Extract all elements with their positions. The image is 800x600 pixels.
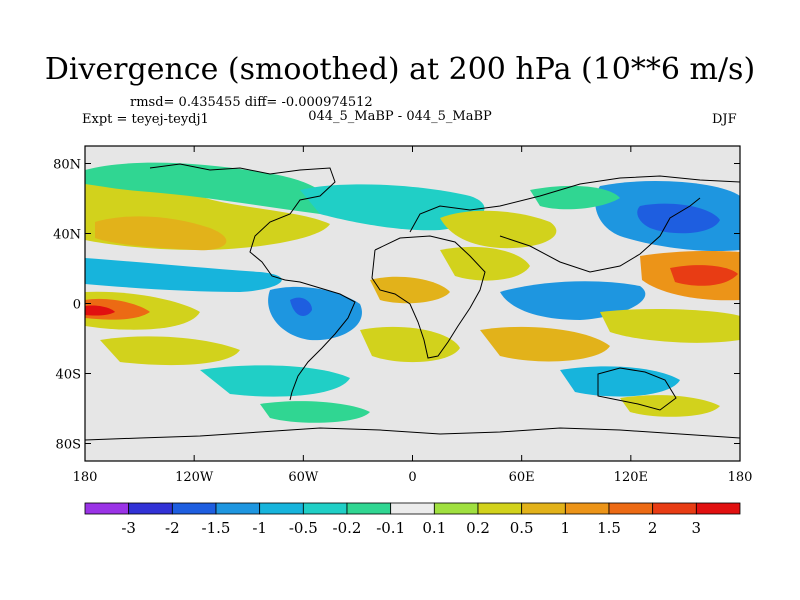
x-tick-label: 180 xyxy=(73,470,98,485)
x-tick-label: 60W xyxy=(288,470,319,485)
colorbar-swatch xyxy=(564,502,610,515)
chart-title: Divergence (smoothed) at 200 hPa (10**6 … xyxy=(44,52,756,87)
coastline-north-america xyxy=(149,163,336,281)
colorbar-swatch xyxy=(84,502,130,515)
contour-sh-yellow-west xyxy=(100,336,240,366)
colorbar-label: 3 xyxy=(692,519,702,537)
coastline-antarctica xyxy=(85,427,740,441)
colorbar-label: 0.5 xyxy=(510,519,534,537)
coastline-africa xyxy=(371,235,486,359)
contour-sh-cyan xyxy=(200,365,350,397)
x-tick-label: 180 xyxy=(728,470,753,485)
x-tick-label: 0 xyxy=(408,470,416,485)
colorbar-label: -2 xyxy=(165,519,180,537)
colorbar-swatch xyxy=(128,502,173,515)
colorbar-swatch xyxy=(521,502,566,515)
contour-samerica-darkblue xyxy=(290,297,312,316)
contour-spacific-yellow xyxy=(620,395,720,417)
y-tick-label: 80N xyxy=(53,158,81,173)
contour-nh-orange xyxy=(95,216,227,251)
colorbar-label: -3 xyxy=(121,519,136,537)
contour-nh-green xyxy=(85,162,328,214)
y-tick-label: 40N xyxy=(53,228,81,243)
colorbar-swatch xyxy=(390,502,435,515)
x-tick-label: 120E xyxy=(614,470,648,485)
colorbar-swatch xyxy=(608,502,654,515)
contour-satlantic-yellow xyxy=(360,326,460,363)
coastline-australia xyxy=(597,367,677,411)
colorbar-swatch xyxy=(302,502,348,515)
contour-indian-blue xyxy=(500,281,646,320)
colorbar-swatch xyxy=(433,502,479,515)
contour-asia-darkblue xyxy=(637,203,720,234)
colorbar-label: 0.2 xyxy=(466,519,490,537)
y-tick-label: 0 xyxy=(73,298,81,313)
rmsd-stats: rmsd= 0.435455 diff= -0.000974512 xyxy=(130,95,373,110)
contour-europe-yellow xyxy=(440,210,557,249)
colorbar-label: 2 xyxy=(648,519,658,537)
coastlines xyxy=(85,163,740,441)
colorbar-label: -0.2 xyxy=(333,519,362,537)
colorbar-swatch xyxy=(346,502,392,515)
season-label: DJF xyxy=(712,112,737,127)
colorbar-label: 1 xyxy=(561,519,571,537)
colorbar-swatch xyxy=(652,502,697,515)
y-tick-label: 80S xyxy=(56,438,81,453)
contour-atlantic-orange xyxy=(370,276,450,304)
colorbar-swatch xyxy=(259,502,304,515)
colorbar-label: -0.1 xyxy=(376,519,405,537)
y-tick-label: 40S xyxy=(56,368,81,383)
colorbar-label: -1.5 xyxy=(202,519,231,537)
experiment-label: Expt = teyej-teydj1 xyxy=(82,112,209,127)
comparison-label: 044_5_MaBP - 044_5_MaBP xyxy=(308,109,492,124)
contour-sindian-yellow xyxy=(480,326,610,362)
colorbar-label: 0.1 xyxy=(422,519,446,537)
colorbar-label: -0.5 xyxy=(289,519,318,537)
colorbar-label: -1 xyxy=(252,519,267,537)
colorbar-swatch xyxy=(215,502,261,515)
contour-nh-cyan xyxy=(300,184,485,231)
contour-fill xyxy=(85,162,740,423)
contour-ross-green xyxy=(260,401,370,423)
colorbar: -3 -2 -1.5 -1 -0.5 -0.2 -0.1 0.1 0.2 0.5 1 1.5 2 3 xyxy=(84,502,741,537)
coastline-eurasia xyxy=(409,175,740,273)
colorbar-swatch xyxy=(695,502,741,515)
colorbar-label: 1.5 xyxy=(597,519,621,537)
contour-eq-cyan xyxy=(85,258,282,292)
contour-africa-yellow xyxy=(440,246,530,281)
x-tick-label: 60E xyxy=(509,470,535,485)
contour-pacific-yellow-south xyxy=(600,309,740,343)
y-axis: 80N 40N 0 40S 80S xyxy=(53,158,740,453)
x-tick-label: 120W xyxy=(175,470,214,485)
contour-asia-green xyxy=(530,185,620,210)
colorbar-swatch xyxy=(171,502,217,515)
contour-eq-red-west xyxy=(85,305,115,316)
colorbar-swatch xyxy=(477,502,523,515)
contour-pacific-red xyxy=(670,265,738,286)
coastline-south-america xyxy=(284,279,356,401)
x-axis: 180 120W 60W 0 60E 120E 180 xyxy=(73,146,753,485)
